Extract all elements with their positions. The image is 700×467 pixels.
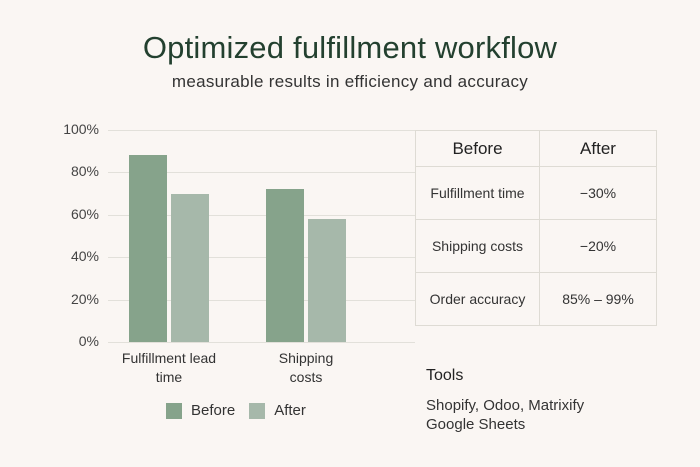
legend-label-after: After xyxy=(274,402,306,419)
y-tick-label: 60% xyxy=(70,205,99,222)
table-header-row: Before After xyxy=(415,130,657,167)
gridline xyxy=(108,130,415,131)
tools-heading: Tools xyxy=(426,367,464,384)
tools-list: Shopify, Odoo, Matrixify Google Sheets xyxy=(426,396,584,434)
y-tick-label: 80% xyxy=(70,163,99,180)
table-cell-value: −20% xyxy=(539,219,657,273)
y-tick-label: 100% xyxy=(63,121,99,137)
gridline xyxy=(108,172,415,174)
y-tick-label: 20% xyxy=(70,290,99,307)
comparison-table: Before After Fulfillment time −30% Shipp… xyxy=(415,130,657,326)
table-header-before: Before xyxy=(415,130,540,167)
table-cell-label: Order accuracy xyxy=(415,272,540,326)
gridline xyxy=(108,342,415,343)
table-cell-label: Fulfillment time xyxy=(415,166,540,220)
page-subtitle: measurable results in efficiency and acc… xyxy=(171,72,529,91)
x-category-label: Shipping costs xyxy=(278,350,334,385)
y-tick-label: 0% xyxy=(78,333,99,349)
tools-line-2: Google Sheets xyxy=(426,416,526,433)
table-row: Order accuracy 85% – 99% xyxy=(415,272,657,326)
x-category-label: Fulfillment lead time xyxy=(121,350,217,385)
gridline xyxy=(108,214,415,216)
gridline xyxy=(108,299,415,301)
chart-legend: Before After xyxy=(166,402,320,419)
table-row: Shipping costs −20% xyxy=(415,219,657,273)
legend-swatch-before xyxy=(166,402,182,419)
bar-before xyxy=(266,189,304,342)
bar-after xyxy=(171,193,209,342)
page-title: Optimized fulfillment workflow xyxy=(142,30,558,65)
legend-swatch-after xyxy=(249,402,266,419)
legend-label-before: Before xyxy=(191,402,236,419)
table-cell-value: 85% – 99% xyxy=(539,272,657,326)
table-header-after: After xyxy=(539,130,657,167)
table-cell-value: −30% xyxy=(539,166,657,220)
tools-line-1: Shopify, Odoo, Matrixify xyxy=(426,397,585,414)
legend-item-after: After xyxy=(249,402,306,419)
legend-item-before: Before xyxy=(166,402,235,419)
y-tick-label: 40% xyxy=(70,248,99,265)
gridline xyxy=(108,257,415,259)
bar-after xyxy=(308,219,346,342)
table-cell-label: Shipping costs xyxy=(415,219,540,273)
table-row: Fulfillment time −30% xyxy=(415,166,657,220)
bar-before xyxy=(129,155,167,342)
